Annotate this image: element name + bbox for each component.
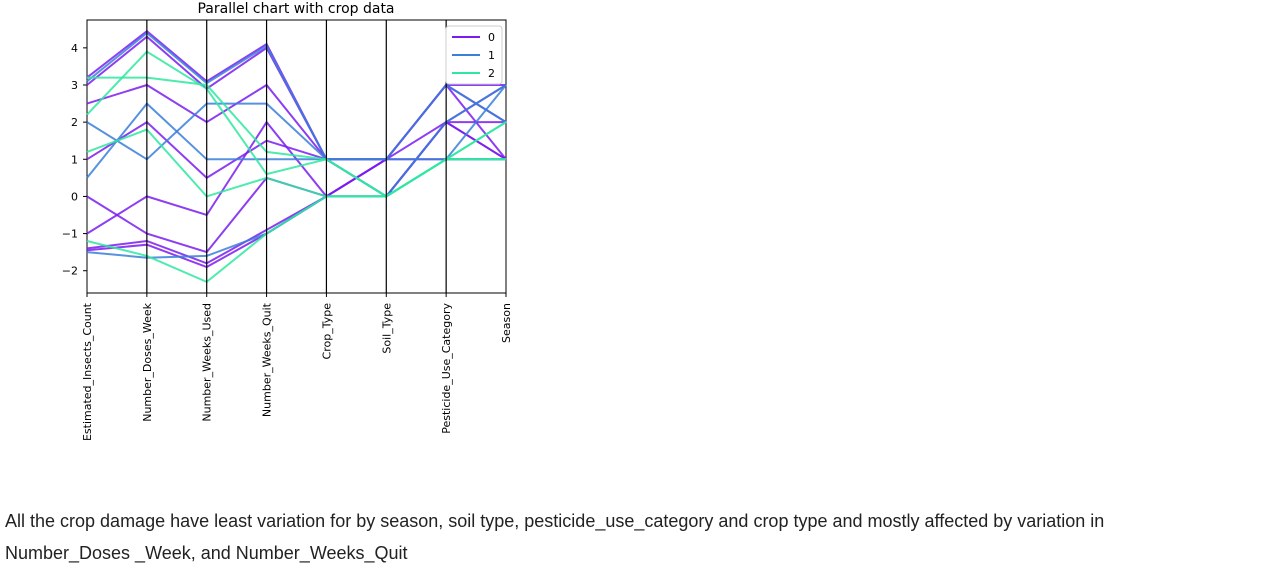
series-line-0 — [86, 83, 507, 254]
x-axis-label: Number_Weeks_Quit — [261, 302, 274, 417]
series-line-1 — [86, 84, 507, 198]
series-line-1 — [86, 31, 507, 161]
y-tick-label: 3 — [71, 79, 78, 92]
series-line-2 — [87, 76, 506, 198]
series-line-0 — [86, 120, 507, 180]
x-axis-label: Number_Weeks_Used — [201, 303, 214, 422]
legend-label: 1 — [488, 49, 495, 62]
y-tick-label: 1 — [71, 153, 78, 166]
series-line-1 — [86, 84, 507, 259]
x-axis-labels: Estimated_Insects_Count Number_Doses_Week… — [81, 293, 513, 441]
y-tick-label: 0 — [71, 190, 78, 203]
series-line-0 — [86, 83, 507, 269]
caption: All the crop damage have least variation… — [5, 505, 1255, 569]
x-axis-label: Crop_Type — [320, 303, 333, 360]
legend-label: 0 — [488, 31, 495, 44]
legend-label: 2 — [488, 67, 495, 80]
y-tick-label: −2 — [62, 265, 78, 278]
legend: 0 1 2 — [445, 25, 503, 85]
series-line-0 — [86, 120, 506, 235]
y-axis: 4 3 2 1 0 −1 −2 — [62, 42, 87, 278]
x-axis-label: Season — [500, 303, 513, 343]
x-axis-label: Soil_Type — [380, 303, 393, 354]
caption-line-1: All the crop damage have least variation… — [5, 511, 1105, 531]
plot-frame — [86, 19, 507, 294]
series-line-1 — [86, 102, 506, 179]
x-axis-label: Pesticide_Use_Category — [440, 303, 453, 434]
parallel-chart: Parallel chart with crop data 43210−1−2 … — [62, 1, 513, 441]
series-line-0 — [86, 29, 506, 161]
caption-line-2: Number_Doses _Week, and Number_Weeks_Qui… — [5, 543, 408, 563]
series-line-2 — [86, 158, 506, 284]
series-line-0 — [86, 84, 507, 265]
series-line-0 — [86, 35, 507, 198]
chart-title: Parallel chart with crop data — [197, 1, 394, 17]
x-axis-label: Estimated_Insects_Count — [81, 302, 94, 441]
y-tick-label: −1 — [62, 228, 78, 241]
y-tick-label: 4 — [71, 42, 78, 55]
series-line-2 — [86, 121, 507, 198]
x-axis-label: Number_Doses_Week — [141, 302, 154, 421]
y-tick-label: 2 — [71, 116, 78, 129]
series-lines — [86, 29, 507, 284]
